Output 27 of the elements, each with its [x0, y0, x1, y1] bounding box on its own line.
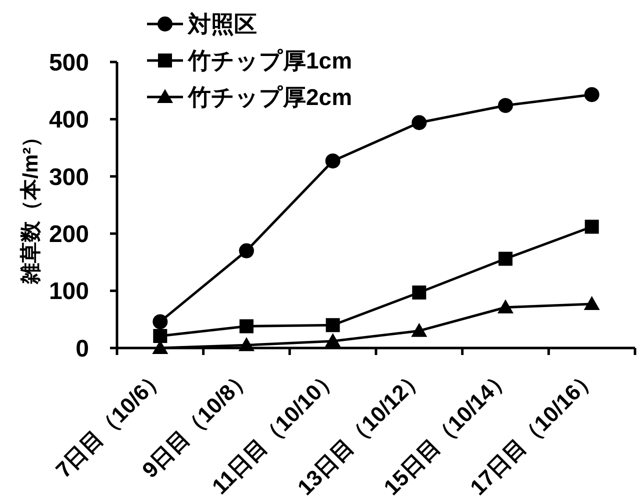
- y-tick-label: 200: [48, 221, 89, 248]
- y-axis-title: 雑草数（本/m²）: [19, 126, 42, 285]
- point: [584, 220, 599, 234]
- point: [412, 115, 427, 130]
- legend-label: 竹チップ厚2cm: [187, 84, 352, 110]
- point: [584, 87, 600, 102]
- y-tick-label: 500: [48, 49, 89, 76]
- point: [498, 252, 512, 266]
- y-tick-label: 100: [48, 278, 89, 306]
- point: [412, 286, 426, 300]
- legend-label: 対照区: [187, 11, 257, 38]
- point: [239, 243, 254, 258]
- point: [152, 314, 168, 330]
- point: [325, 153, 340, 168]
- point: [240, 319, 254, 334]
- point: [498, 98, 513, 113]
- point: [498, 299, 514, 314]
- point: [153, 328, 168, 343]
- point: [411, 322, 428, 337]
- y-tick-label: 0: [76, 335, 89, 362]
- point: [238, 337, 254, 352]
- point: [584, 296, 600, 310]
- y-tick-label: 400: [48, 106, 89, 134]
- point: [326, 318, 340, 332]
- y-tick-label: 300: [48, 164, 89, 191]
- legend-label: 竹チップ厚1cm: [187, 48, 352, 74]
- point: [324, 333, 341, 348]
